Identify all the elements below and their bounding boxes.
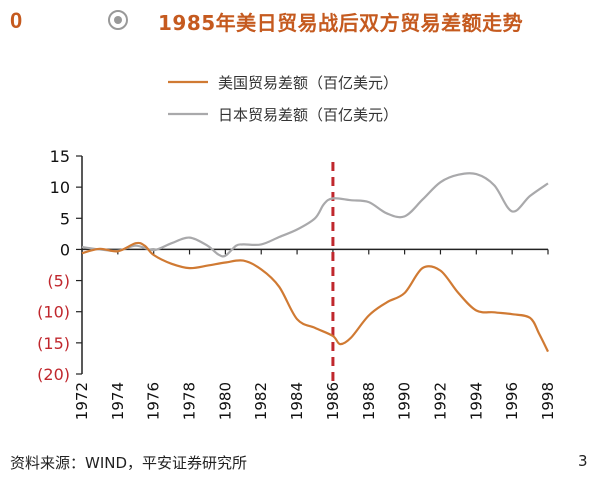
page-number: 3 bbox=[578, 452, 588, 470]
radio-target-dot bbox=[114, 16, 122, 24]
x-tick-label: 1978 bbox=[181, 382, 199, 420]
y-tick-label: 0 bbox=[60, 240, 70, 259]
y-tick-label: 15 bbox=[50, 147, 70, 166]
x-tick-label: 1980 bbox=[216, 382, 234, 420]
x-tick-label: 1976 bbox=[145, 382, 163, 420]
x-tick-label: 1984 bbox=[288, 382, 306, 420]
y-tick-label: 10 bbox=[50, 178, 70, 197]
radio-target-icon bbox=[108, 10, 128, 30]
x-tick-label: 1986 bbox=[324, 382, 342, 420]
source-note: 资料来源：WIND，平安证券研究所 bbox=[10, 454, 248, 472]
x-tick-label: 1974 bbox=[109, 382, 127, 420]
page-title: 1985年美日贸易战后双方贸易差额走势 bbox=[158, 11, 524, 35]
x-tick-label: 1992 bbox=[431, 382, 449, 420]
x-tick-label: 1988 bbox=[360, 382, 378, 420]
x-tick-label: 1990 bbox=[396, 382, 414, 420]
y-tick-label: (20) bbox=[37, 365, 70, 384]
series-line-us bbox=[81, 241, 549, 353]
x-tick-label: 1982 bbox=[252, 382, 270, 420]
legend-label: 日本贸易差额（百亿美元） bbox=[218, 106, 398, 124]
y-tick-label: 5 bbox=[60, 209, 70, 228]
x-tick-label: 1996 bbox=[503, 382, 521, 420]
legend-label: 美国贸易差额（百亿美元） bbox=[218, 74, 398, 92]
slide-number: 0 bbox=[10, 8, 23, 33]
series-line-japan bbox=[81, 172, 549, 258]
x-tick-label: 1972 bbox=[73, 382, 91, 420]
y-tick-label: (10) bbox=[37, 303, 70, 322]
x-tick-label: 1994 bbox=[467, 382, 485, 420]
x-tick-label: 1998 bbox=[539, 382, 557, 420]
y-tick-label: (5) bbox=[47, 272, 70, 291]
header-bar: 0 1985年美日贸易战后双方贸易差额走势 bbox=[0, 0, 590, 48]
y-tick-label: (15) bbox=[37, 334, 70, 353]
